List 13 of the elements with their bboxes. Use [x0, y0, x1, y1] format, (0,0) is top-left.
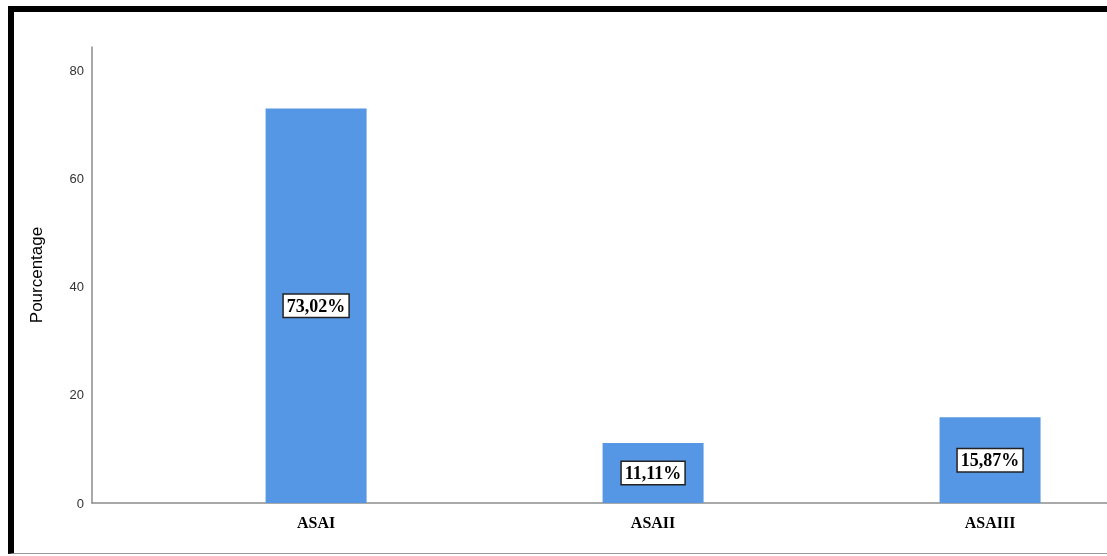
x-tick-label: ASAIII [964, 513, 1016, 531]
y-tick-label: 40 [69, 279, 84, 295]
y-tick-label: 60 [69, 171, 84, 187]
y-axis-title: Pourcentage [27, 226, 46, 324]
y-tick-label: 0 [76, 495, 84, 511]
y-tick-label: 20 [69, 387, 84, 403]
y-tick-label: 80 [69, 63, 84, 79]
data-label: 11,11% [624, 462, 682, 483]
data-label: 73,02% [286, 295, 346, 316]
bar [265, 108, 367, 503]
data-label: 15,87% [960, 450, 1020, 471]
x-tick-label: ASAI [296, 513, 336, 531]
x-tick-label: ASAII [630, 513, 676, 531]
